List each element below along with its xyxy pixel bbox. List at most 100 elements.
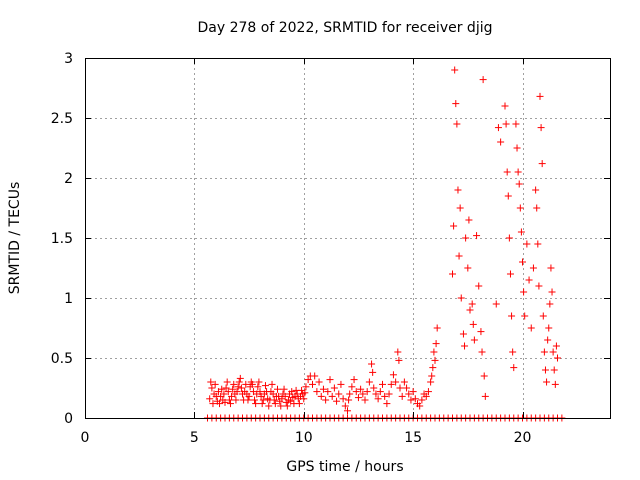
- data-point: [427, 378, 435, 386]
- x-tick-label: 20: [514, 430, 532, 446]
- data-point: [536, 92, 544, 100]
- data-point: [431, 356, 439, 364]
- data-point: [473, 232, 481, 240]
- data-point: [529, 264, 537, 272]
- data-point: [254, 383, 262, 391]
- data-point: [383, 400, 391, 408]
- data-point: [226, 400, 234, 408]
- y-tick-label: 1.5: [51, 231, 73, 247]
- data-point: [432, 340, 440, 348]
- data-point: [538, 160, 546, 168]
- data-point: [302, 383, 310, 391]
- data-point: [539, 312, 547, 320]
- data-point: [335, 390, 343, 398]
- data-point: [245, 392, 253, 400]
- data-point: [304, 376, 312, 384]
- data-point: [461, 342, 469, 350]
- data-point: [365, 378, 373, 386]
- data-point: [341, 402, 349, 410]
- data-point: [339, 395, 347, 403]
- data-point: [464, 264, 472, 272]
- data-point: [369, 368, 377, 376]
- data-point: [354, 394, 362, 402]
- data-point: [322, 396, 330, 404]
- data-point: [315, 378, 323, 386]
- data-point: [392, 378, 400, 386]
- x-tick-label: 5: [190, 430, 199, 446]
- data-point: [372, 390, 380, 398]
- data-point: [346, 390, 354, 398]
- data-point: [252, 400, 260, 408]
- data-point: [395, 356, 403, 364]
- data-point: [225, 396, 233, 404]
- data-point: [235, 378, 243, 386]
- data-point: [237, 384, 245, 392]
- data-point: [251, 396, 259, 404]
- data-point: [433, 324, 441, 332]
- data-point: [478, 348, 486, 356]
- data-point: [224, 388, 232, 396]
- data-point: [543, 378, 551, 386]
- data-point: [454, 186, 462, 194]
- data-point: [330, 384, 338, 392]
- data-point: [459, 330, 467, 338]
- data-point: [523, 240, 531, 248]
- data-point: [223, 378, 231, 386]
- data-point: [319, 385, 327, 393]
- data-point: [233, 388, 241, 396]
- data-point: [256, 388, 264, 396]
- data-point: [424, 388, 432, 396]
- data-point: [497, 138, 505, 146]
- data-point: [551, 380, 559, 388]
- data-point: [208, 384, 216, 392]
- data-point: [452, 100, 460, 108]
- data-point: [352, 388, 360, 396]
- data-point: [376, 388, 384, 396]
- data-point: [348, 383, 356, 391]
- y-tick-label: 0: [64, 411, 73, 427]
- data-point: [232, 396, 240, 404]
- data-point: [261, 382, 269, 390]
- data-point: [540, 348, 548, 356]
- data-point: [453, 120, 461, 128]
- data-point: [512, 120, 520, 128]
- data-point: [218, 385, 226, 393]
- data-point: [502, 120, 510, 128]
- data-point: [258, 400, 266, 408]
- data-point: [503, 168, 511, 176]
- data-point: [422, 392, 430, 400]
- data-point: [295, 400, 303, 408]
- data-point: [363, 388, 371, 396]
- data-point: [451, 66, 459, 74]
- data-point: [465, 216, 473, 224]
- data-point: [416, 402, 424, 410]
- data-point: [481, 392, 489, 400]
- data-point: [265, 402, 273, 410]
- x-axis-label: GPS time / hours: [286, 459, 403, 475]
- x-tick-label: 0: [81, 430, 90, 446]
- data-point: [248, 380, 256, 388]
- data-point: [281, 392, 289, 400]
- data-point: [428, 372, 436, 380]
- data-point: [541, 366, 549, 374]
- data-point: [274, 385, 281, 393]
- data-point: [479, 76, 487, 84]
- data-point: [400, 378, 408, 386]
- data-point: [333, 397, 341, 405]
- data-point: [480, 372, 488, 380]
- data-point: [535, 282, 543, 290]
- data-point: [405, 390, 413, 398]
- chart-title: Day 278 of 2022, SRMTID for receiver dji…: [198, 20, 493, 36]
- y-tick-label: 1: [64, 291, 73, 307]
- data-point: [328, 392, 336, 400]
- data-point: [385, 390, 393, 398]
- data-point: [477, 328, 485, 336]
- data-point: [504, 192, 512, 200]
- data-point: [236, 374, 244, 382]
- data-point: [220, 390, 228, 398]
- data-point: [244, 396, 252, 404]
- data-point: [230, 380, 238, 388]
- data-point: [317, 392, 325, 400]
- data-point: [259, 396, 267, 404]
- data-point: [546, 300, 554, 308]
